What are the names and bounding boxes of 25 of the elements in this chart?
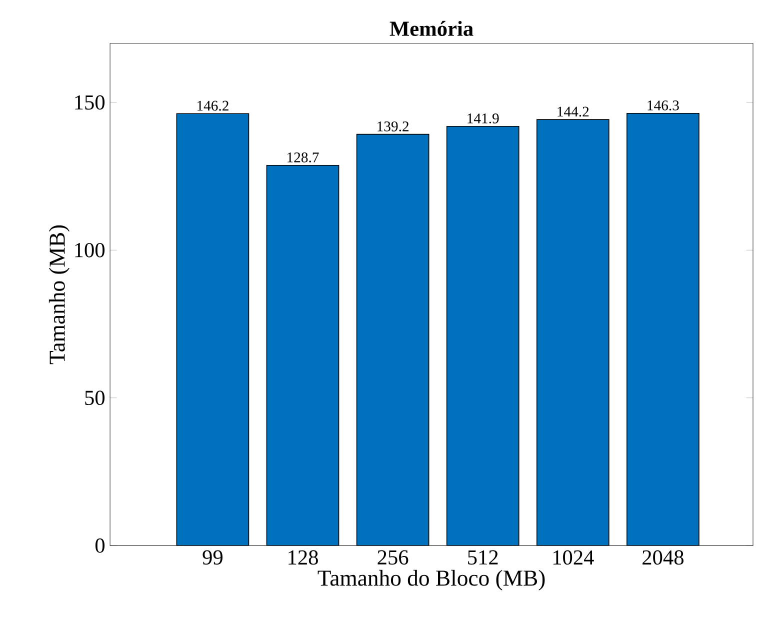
y-tick-label: 100: [75, 243, 105, 258]
y-axis-title: Tamanho (MB): [48, 226, 70, 364]
x-tick-label: 99: [202, 550, 222, 565]
y-tick-label: 0: [95, 538, 105, 553]
bar: [626, 113, 700, 546]
bar: [266, 165, 340, 546]
data-label: 139.2: [378, 122, 408, 132]
bar: [176, 113, 250, 546]
bar: [536, 119, 610, 546]
y-tick-label: 50: [85, 390, 105, 406]
x-tick-label: 512: [468, 550, 498, 565]
x-tick-label: 128: [288, 550, 318, 565]
data-label: 146.2: [197, 100, 228, 111]
y-tick-label: 150: [75, 95, 105, 110]
x-tick-label: 2048: [642, 550, 684, 565]
bar: [356, 134, 430, 546]
data-label: 128.7: [288, 152, 319, 163]
data-label: 141.9: [468, 114, 499, 124]
data-label: 144.2: [558, 106, 589, 117]
bar: [446, 126, 520, 546]
x-axis-title: Tamanho do Bloco (MB): [318, 570, 545, 591]
chart-title: Memória: [390, 21, 474, 36]
x-tick-label: 256: [378, 550, 408, 565]
x-tick-label: 1024: [553, 550, 594, 565]
data-label: 146.3: [648, 100, 679, 111]
